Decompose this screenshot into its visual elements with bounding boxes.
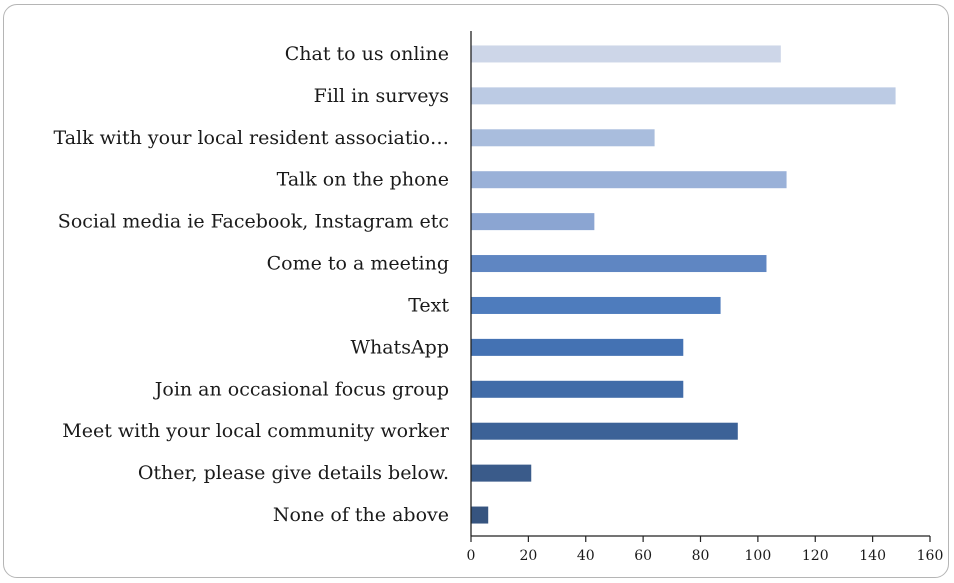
category-label: None of the above <box>273 504 449 526</box>
category-label: Come to a meeting <box>267 253 449 275</box>
x-tick-label: 100 <box>745 548 772 564</box>
x-tick-label: 160 <box>917 548 944 564</box>
category-label: Chat to us online <box>285 43 449 65</box>
bar <box>471 45 781 63</box>
x-tick-label: 0 <box>467 548 476 564</box>
x-tick-label: 60 <box>634 548 652 564</box>
category-label: WhatsApp <box>350 336 449 358</box>
category-label: Other, please give details below. <box>138 462 449 484</box>
x-tick-label: 20 <box>519 548 537 564</box>
category-label: Join an occasional focus group <box>153 378 449 400</box>
category-label: Text <box>408 294 449 316</box>
x-tick-label: 120 <box>802 548 829 564</box>
x-tick-label: 80 <box>692 548 710 564</box>
bar <box>471 129 655 147</box>
bar <box>471 296 721 314</box>
bar <box>471 338 684 356</box>
bar <box>471 87 896 105</box>
bar <box>471 171 787 189</box>
category-label: Social media ie Facebook, Instagram etc <box>58 211 449 233</box>
x-tick-label: 40 <box>577 548 595 564</box>
bar <box>471 422 738 440</box>
category-label: Talk on the phone <box>277 169 449 191</box>
bar <box>471 506 489 524</box>
x-tick-label: 140 <box>859 548 886 564</box>
category-label: Talk with your local resident associatio… <box>54 127 449 149</box>
category-label: Fill in surveys <box>314 85 449 107</box>
bar <box>471 380 684 398</box>
category-label: Meet with your local community worker <box>62 420 450 442</box>
bar <box>471 213 595 231</box>
bar <box>471 464 532 482</box>
bar <box>471 255 767 273</box>
